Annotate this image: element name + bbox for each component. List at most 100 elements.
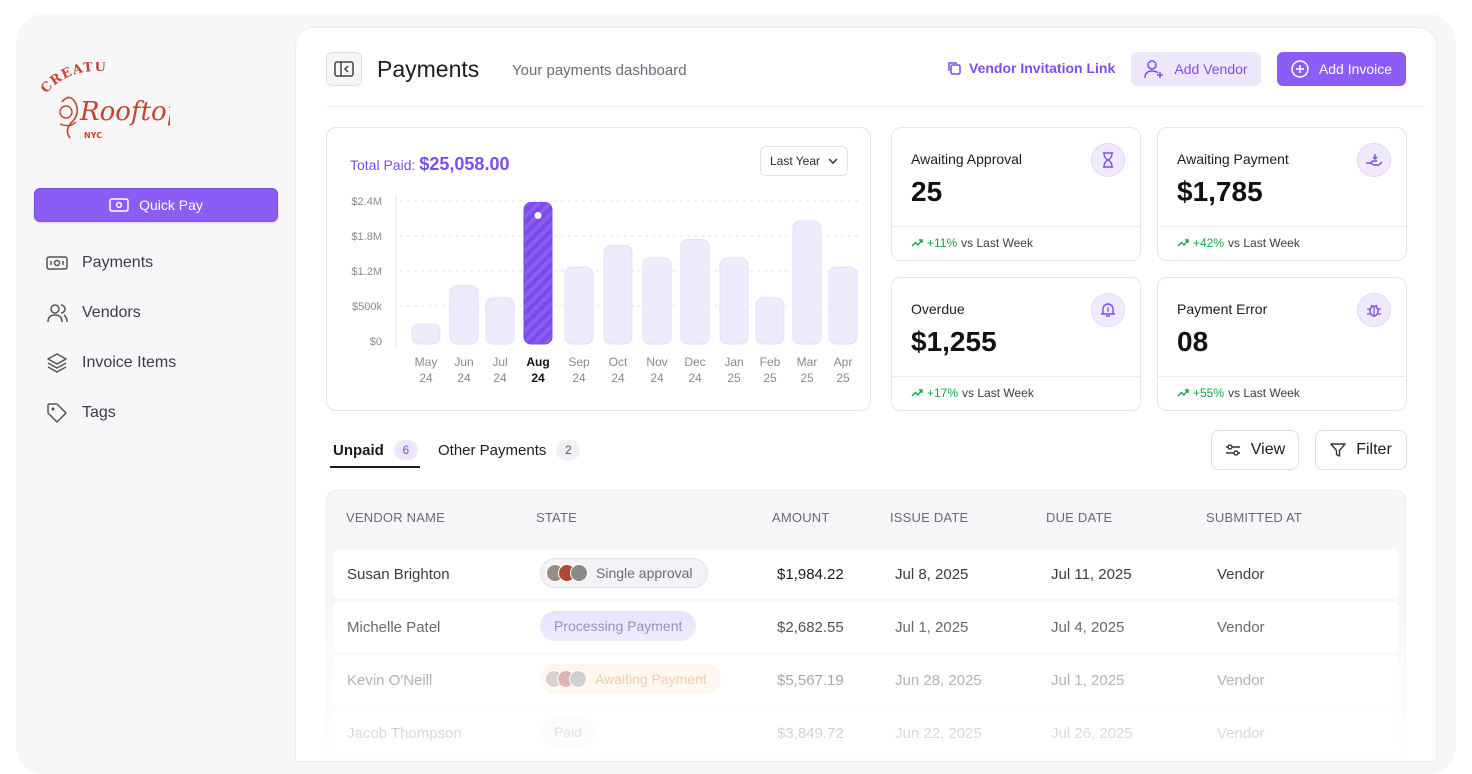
x-tick-label: 25 xyxy=(727,371,741,385)
x-tick-label: 24 xyxy=(572,371,586,385)
stat-divider xyxy=(892,376,1140,377)
amount: $2,682.55 xyxy=(777,619,844,636)
add-invoice-button[interactable]: Add Invoice xyxy=(1277,52,1406,86)
tab-unpaid[interactable]: Unpaid 6 xyxy=(333,440,418,460)
column-header-due-date[interactable]: DUE DATE xyxy=(1046,510,1113,525)
trend-suffix: vs Last Week xyxy=(1228,386,1300,400)
sidebar-item-label: Invoice Items xyxy=(82,354,177,371)
x-tick-label: 25 xyxy=(763,371,777,385)
x-tick-label: 24 xyxy=(531,371,545,385)
stat-card-overdue[interactable]: Overdue $1,255 +17% vs Last Week xyxy=(891,277,1141,411)
x-tick-label: Jul xyxy=(492,355,507,369)
trend-suffix: vs Last Week xyxy=(1228,236,1300,250)
tab-other-payments[interactable]: Other Payments 2 xyxy=(438,440,581,460)
trend-suffix: vs Last Week xyxy=(961,236,1033,250)
x-tick-label: Dec xyxy=(684,355,705,369)
total-paid-label: Total Paid: xyxy=(350,157,416,173)
filter-label: Filter xyxy=(1356,441,1392,458)
submitted-at: Vendor xyxy=(1217,672,1265,689)
svg-text:Rooftop: Rooftop xyxy=(79,97,170,127)
bar xyxy=(564,266,594,345)
stat-value: $1,785 xyxy=(1177,176,1263,207)
copy-icon xyxy=(948,62,961,75)
column-header-issue-date[interactable]: ISSUE DATE xyxy=(890,510,969,525)
sidebar-item-tags[interactable]: Tags xyxy=(46,398,116,428)
active-tab-indicator xyxy=(330,466,420,468)
due-date: Jul 4, 2025 xyxy=(1051,619,1125,636)
approver-avatars xyxy=(546,564,588,582)
x-tick-label: 24 xyxy=(457,371,471,385)
trend-up-icon xyxy=(911,239,923,247)
approver-avatars xyxy=(545,670,587,688)
filter-button[interactable]: Filter xyxy=(1315,430,1407,470)
sliders-icon xyxy=(1225,444,1240,456)
plus-circle-icon xyxy=(1291,60,1309,78)
add-vendor-label: Add Vendor xyxy=(1174,61,1248,77)
stat-card-awaiting-payment[interactable]: Awaiting Payment $1,785 +42% vs Last Wee… xyxy=(1157,127,1407,261)
add-invoice-label: Add Invoice xyxy=(1318,61,1393,77)
bar xyxy=(792,220,822,345)
y-tick-label: $500k xyxy=(352,301,382,313)
trend-value: +55% xyxy=(1193,386,1225,400)
submitted-at: Vendor xyxy=(1217,725,1265,742)
sidebar-item-payments[interactable]: Payments xyxy=(46,248,153,278)
avatar xyxy=(569,670,587,688)
issue-date: Jul 1, 2025 xyxy=(895,619,969,636)
stat-card-payment-error[interactable]: Payment Error 08 +55% vs Last Week xyxy=(1157,277,1407,411)
column-header-submitted-at[interactable]: SUBMITTED AT xyxy=(1206,510,1303,525)
total-paid: Total Paid: $25,058.00 xyxy=(350,154,509,175)
sidebar-collapse-icon xyxy=(334,61,354,77)
stat-label: Overdue xyxy=(911,301,965,317)
amount: $1,984.22 xyxy=(777,566,844,583)
chevron-down-icon xyxy=(828,158,838,164)
period-select[interactable]: Last Year xyxy=(760,146,848,176)
tab-label: Unpaid xyxy=(333,441,384,459)
page-subtitle: Your payments dashboard xyxy=(512,62,687,79)
vendor-name: Susan Brighton xyxy=(347,566,450,583)
stat-value: 25 xyxy=(911,176,943,207)
stat-value: $1,255 xyxy=(911,326,997,357)
x-tick-label: 24 xyxy=(493,371,507,385)
trend-value: +17% xyxy=(927,386,959,400)
status-label: Processing Payment xyxy=(554,618,683,634)
x-tick-label: Feb xyxy=(760,355,781,369)
amount: $5,567.19 xyxy=(777,672,844,689)
payments-chart-card xyxy=(326,127,871,411)
sidebar-item-invoice-items[interactable]: Invoice Items xyxy=(46,348,176,378)
vendor-name: Jacob Thompson xyxy=(347,725,462,742)
brand-logo[interactable]: CREATURES Rooftop NYC xyxy=(34,51,184,152)
stat-trend: +17% vs Last Week xyxy=(911,386,1034,400)
sidebar-toggle-button[interactable] xyxy=(326,52,362,86)
vendor-name: Michelle Patel xyxy=(347,619,441,636)
add-vendor-button[interactable]: Add Vendor xyxy=(1131,52,1261,86)
user-plus-icon xyxy=(1144,60,1164,79)
svg-text:CREATURES: CREATURES xyxy=(40,62,107,97)
period-select-value: Last Year xyxy=(769,154,821,168)
view-button[interactable]: View xyxy=(1211,430,1299,470)
vendor-invitation-link[interactable]: Vendor Invitation Link xyxy=(947,60,1115,76)
bug-icon xyxy=(1357,293,1391,327)
status-badge: Awaiting Payment xyxy=(540,664,721,694)
bar xyxy=(485,297,515,345)
x-tick-label: 24 xyxy=(650,371,664,385)
table-row[interactable] xyxy=(333,549,1399,599)
column-header-state[interactable]: STATE xyxy=(536,510,577,525)
bar xyxy=(642,257,672,345)
bell-dollar-icon xyxy=(1091,293,1125,327)
x-tick-label: Apr xyxy=(834,355,853,369)
column-header-amount[interactable]: AMOUNT xyxy=(772,510,830,525)
column-header-vendor[interactable]: VENDOR NAME xyxy=(346,510,445,525)
quick-pay-button[interactable]: Quick Pay xyxy=(34,188,278,222)
due-date: Jul 1, 2025 xyxy=(1051,672,1125,689)
stat-card-awaiting-approval[interactable]: Awaiting Approval 25 +11% vs Last Week xyxy=(891,127,1141,261)
sidebar-item-vendors[interactable]: Vendors xyxy=(46,298,141,328)
trend-value: +42% xyxy=(1193,236,1225,250)
bar xyxy=(680,238,710,345)
sidebar-item-label: Tags xyxy=(82,404,116,421)
x-tick-label: Jun xyxy=(454,355,473,369)
stat-trend: +55% vs Last Week xyxy=(1177,386,1300,400)
x-tick-label: 24 xyxy=(611,371,625,385)
status-label: Paid xyxy=(554,724,583,740)
x-tick-label: May xyxy=(415,355,438,369)
payments-bar-chart: $2.4M $1.8M $1.2M $500k $0 May 24 Jun 24 Jul 24 Aug… xyxy=(351,194,860,385)
